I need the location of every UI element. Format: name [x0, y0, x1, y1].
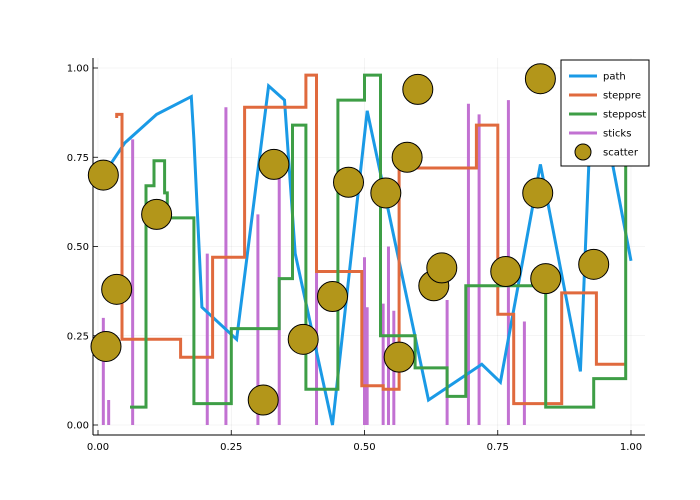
plot-area	[87, 63, 633, 426]
scatter-point	[426, 252, 458, 284]
scatter-point	[87, 159, 119, 191]
x-tick-label: 0.25	[220, 442, 242, 453]
scatter-point	[391, 141, 423, 173]
scatter-point	[578, 248, 610, 280]
legend-label: steppre	[603, 91, 641, 102]
steppost-series-line	[130, 73, 628, 409]
x-tick-label: 0.50	[353, 442, 375, 453]
legend-label: sticks	[603, 129, 631, 140]
scatter-point	[333, 166, 365, 198]
scatter-point	[247, 384, 279, 416]
scatter-point	[287, 323, 319, 355]
scatter-point	[524, 63, 556, 95]
scatter-point	[383, 341, 415, 373]
y-tick-label: 0.00	[67, 421, 89, 432]
steppre-series-line	[115, 73, 626, 406]
scatter-point	[530, 263, 562, 295]
scatter-point	[402, 73, 434, 105]
x-tick-label: 0.00	[87, 442, 109, 453]
scatter-point	[258, 148, 290, 180]
y-tick-label: 0.75	[67, 153, 89, 164]
legend-label: scatter	[603, 148, 639, 159]
legend-marker	[574, 143, 592, 161]
scatter-point	[370, 177, 402, 209]
y-tick-label: 0.25	[67, 331, 89, 342]
x-tick-label: 0.75	[487, 442, 509, 453]
scatter-point	[101, 273, 133, 305]
scatter-point	[317, 280, 349, 312]
y-tick-label: 1.00	[67, 64, 89, 75]
scatter-point	[522, 177, 554, 209]
scatter-point	[141, 198, 173, 230]
x-tick-label: 1.00	[620, 442, 642, 453]
y-tick-label: 0.50	[67, 242, 89, 253]
legend-label: steppost	[603, 110, 646, 121]
scatter-point	[490, 255, 522, 287]
legend-label: path	[603, 72, 626, 83]
scatter-point	[90, 330, 122, 362]
grid	[93, 58, 645, 435]
legend: path steppre steppost sticks scatter	[560, 59, 650, 167]
axes: 0.00 0.25 0.50 0.75 1.00 0.00 0.25 0.50 0.75 1.00	[67, 58, 645, 453]
